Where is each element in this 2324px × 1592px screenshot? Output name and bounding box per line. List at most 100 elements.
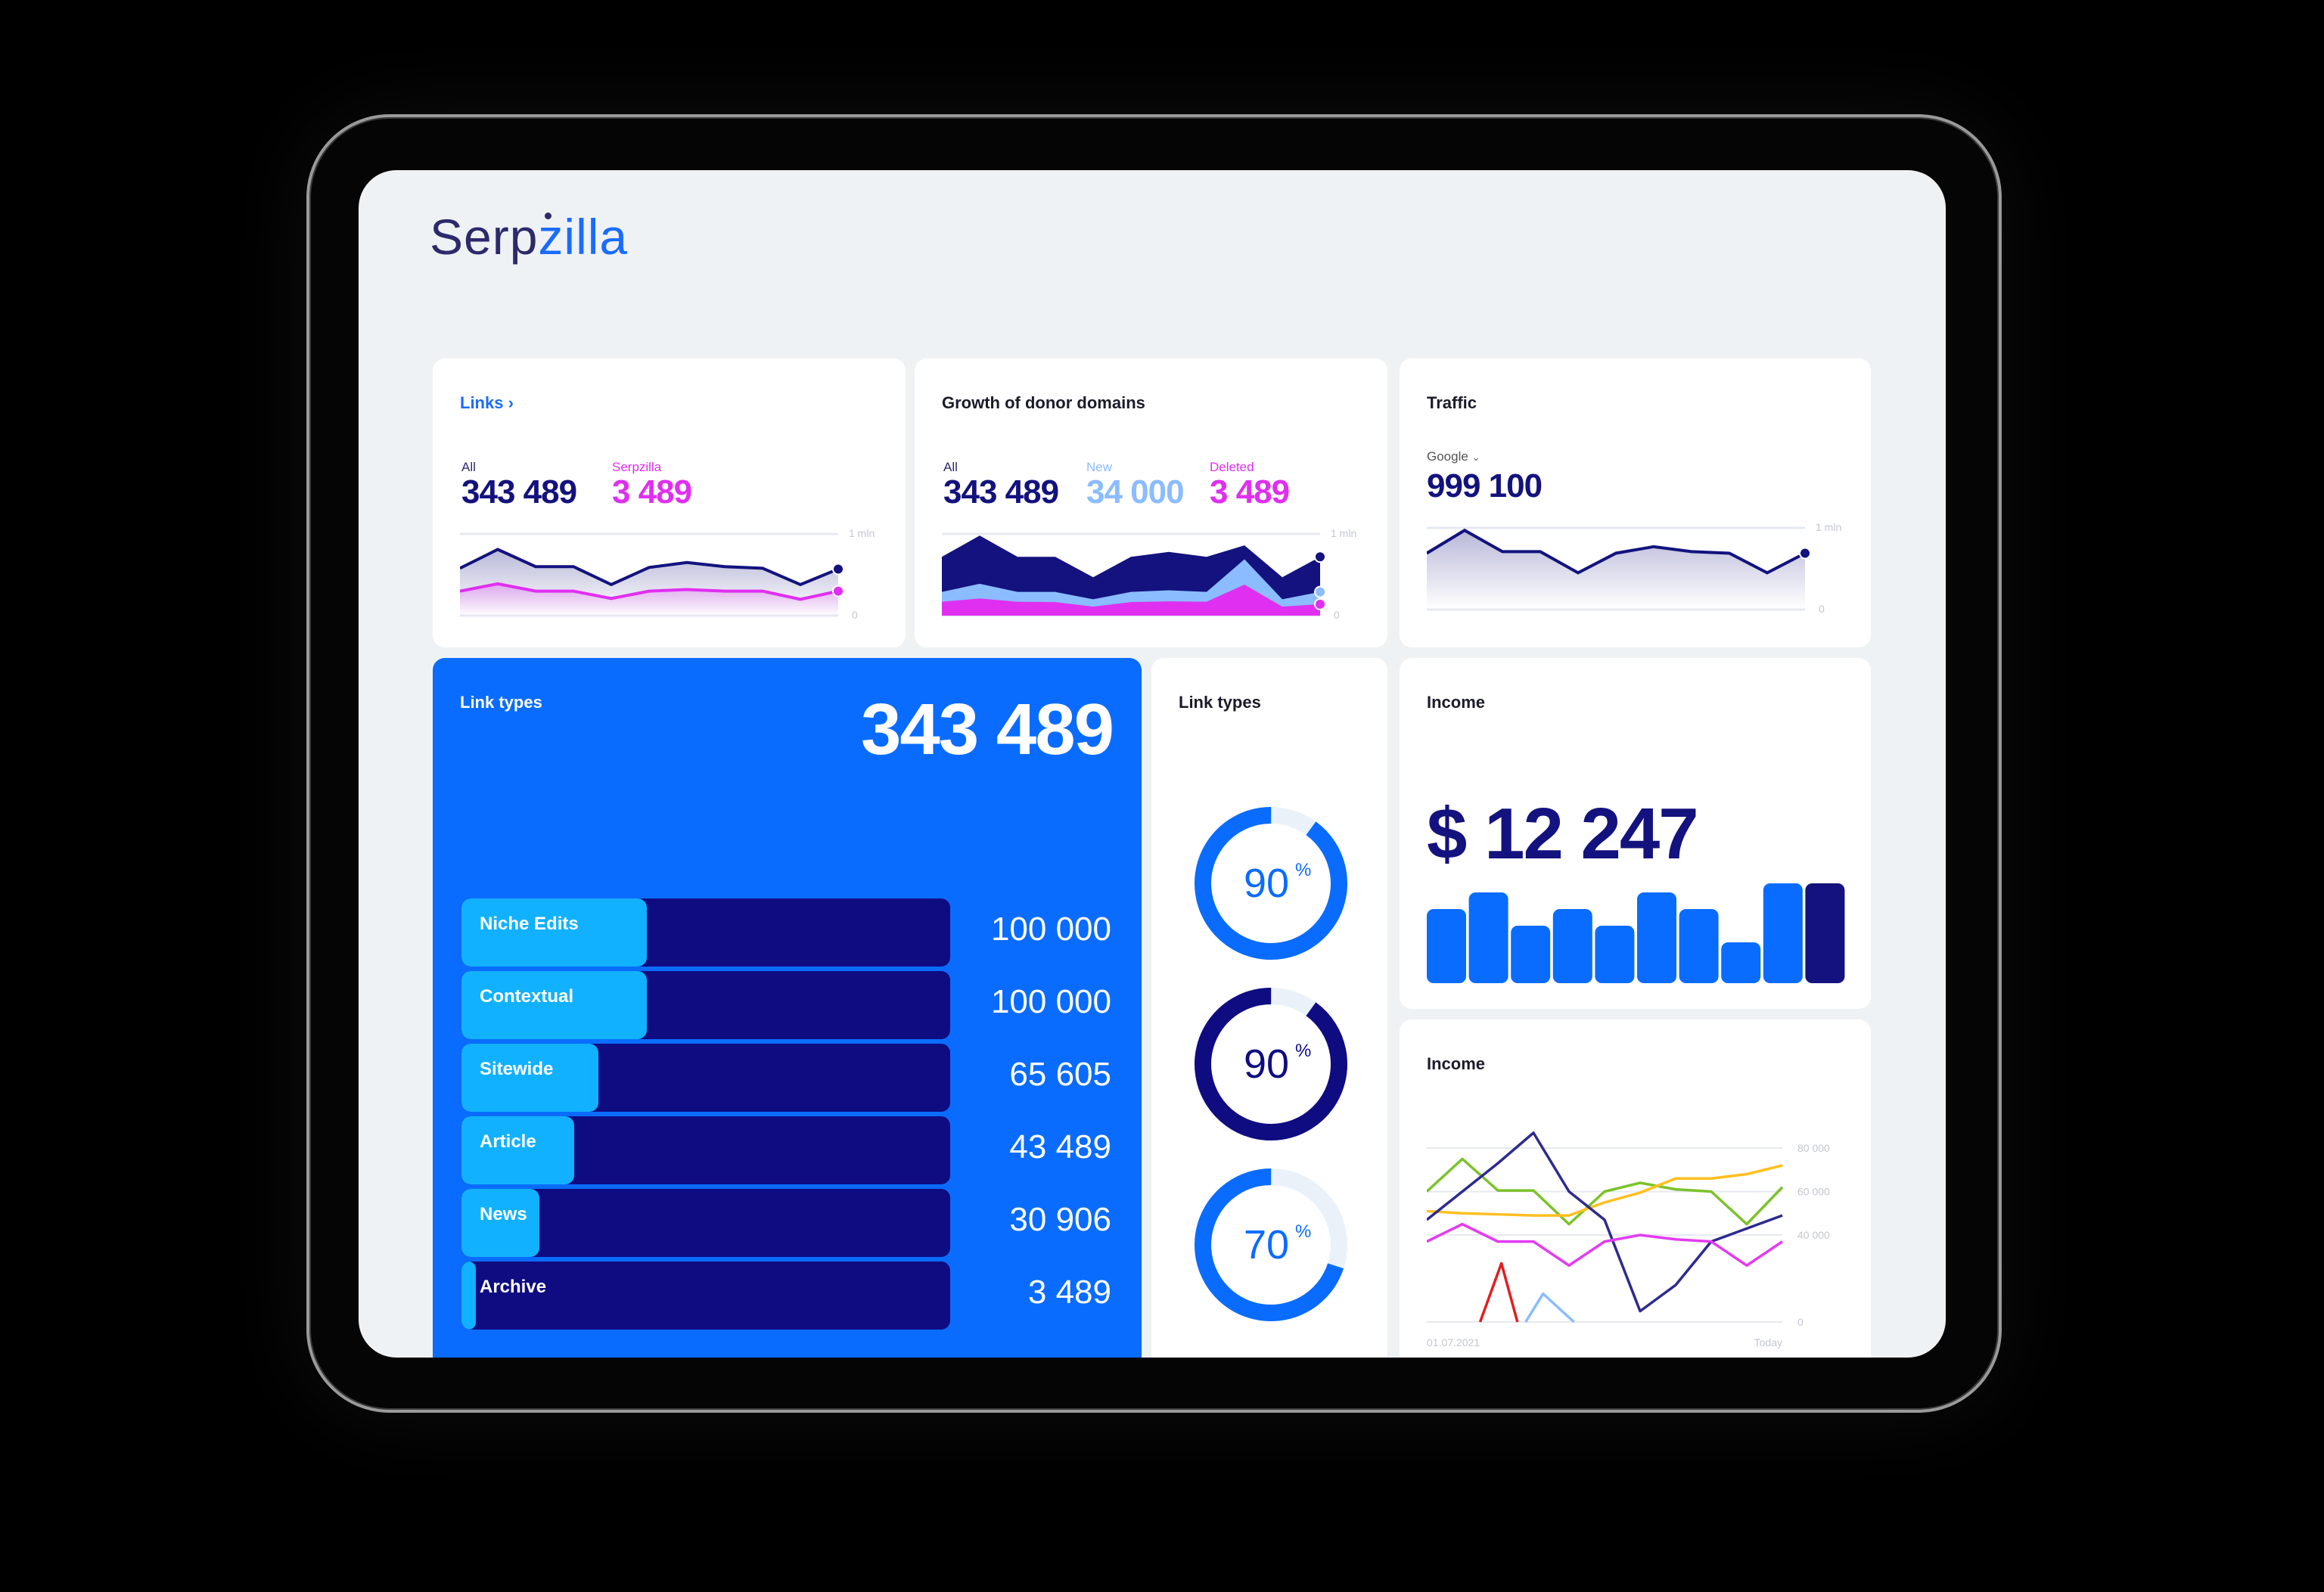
traffic-title: Traffic (1427, 393, 1477, 412)
link-type-label: Sitewide (480, 1059, 554, 1079)
income-lines-card: Income 0 40 000 60 000 80 000 01.07.2021 Toda… (1400, 1019, 1871, 1358)
axis-top-label: 1 mln (1331, 527, 1356, 539)
income-bar[interactable] (1637, 892, 1676, 983)
income-bar[interactable] (1427, 909, 1466, 983)
axis-bottom-label: 0 (1819, 603, 1825, 615)
income-line-chart: 0 40 000 60 000 80 000 01.07.2021 Today (1427, 1131, 1830, 1348)
bar-fill (461, 1116, 574, 1184)
income-bar[interactable] (1763, 883, 1803, 983)
x-start-label: 01.07.2021 (1427, 1336, 1480, 1348)
serpzilla-value: 3 489 (612, 473, 692, 510)
link-types-donut-card: Link types 90% 90% 70% (1151, 658, 1387, 1358)
income-bar[interactable] (1511, 926, 1551, 983)
end-point-deleted[interactable] (1314, 597, 1326, 610)
end-point-all[interactable] (832, 563, 844, 576)
x-end-label: Today (1754, 1336, 1782, 1348)
y-tick-label: 80 000 (1797, 1142, 1830, 1154)
link-type-value: 100 000 (990, 983, 1111, 1020)
income-title: Income (1427, 693, 1486, 712)
donut-unit: % (1295, 1041, 1311, 1061)
link-type-label: Niche Edits (480, 914, 579, 934)
link-type-value: 3 489 (1027, 1274, 1111, 1311)
income-series-line (1524, 1292, 1575, 1324)
income-series-line (1427, 1157, 1784, 1226)
y-tick-label: 40 000 (1797, 1229, 1830, 1241)
link-type-bar-contextual[interactable]: Contextual (461, 971, 950, 1039)
end-point-new[interactable] (1314, 585, 1326, 598)
deleted-value: 3 489 (1210, 473, 1290, 510)
link-type-bar-niche-edits[interactable]: Niche Edits (461, 898, 950, 967)
bar-fill (461, 1044, 598, 1112)
new-label: New (1086, 460, 1113, 474)
income-series-line (1427, 1164, 1783, 1217)
donut-value: 70 (1244, 1222, 1289, 1268)
bar-fill (461, 1261, 477, 1330)
traffic-value: 999 100 (1427, 467, 1543, 504)
y-tick-label: 60 000 (1797, 1186, 1830, 1198)
link-type-label: Article (480, 1131, 536, 1152)
link-types-donut-title: Link types (1179, 693, 1261, 712)
income-value: $ 12 247 (1427, 793, 1699, 874)
links-sparkline-chart: 1 mln 0 (460, 527, 875, 621)
axis-bottom-label: 0 (852, 609, 858, 621)
donor-stacked-area-chart: 1 mln 0 (942, 527, 1356, 621)
income-series-line (1427, 1131, 1783, 1313)
link-types-total: 343 489 (860, 689, 1114, 770)
income-bar[interactable] (1552, 909, 1592, 983)
income-bar-chart (1427, 883, 1845, 983)
link-type-label: Contextual (480, 986, 574, 1007)
link-type-bar-news[interactable]: News (461, 1189, 950, 1257)
link-types-card: Link types 343 489 Niche Edits 100 000 Con… (433, 658, 1142, 1358)
line-google (1427, 528, 1806, 575)
logo-dot-icon (545, 213, 551, 219)
donut-value: 90 (1244, 1041, 1289, 1087)
income-bar[interactable] (1679, 909, 1719, 983)
income-bar[interactable] (1805, 883, 1845, 983)
all-value: 343 489 (943, 473, 1059, 510)
donut-chart: 70% (1195, 1168, 1347, 1321)
link-type-value: 30 906 (1009, 1201, 1111, 1238)
link-type-value: 43 489 (1009, 1128, 1111, 1165)
link-type-bar-sitewide[interactable]: Sitewide (461, 1044, 950, 1112)
link-type-value: 100 000 (990, 911, 1111, 948)
end-point-serpzilla[interactable] (832, 585, 844, 597)
link-type-value: 65 605 (1009, 1056, 1111, 1093)
income-bar[interactable] (1468, 892, 1508, 983)
income-bar[interactable] (1721, 942, 1761, 983)
donor-domains-title: Growth of donor domains (942, 393, 1145, 412)
donut-unit: % (1295, 860, 1311, 880)
dashboard-screen: Serpzilla Links › All 343 489 Serpzilla … (359, 170, 1946, 1358)
link-type-label: News (480, 1204, 527, 1224)
bar-fill (461, 971, 648, 1039)
end-point-all[interactable] (1314, 551, 1326, 563)
links-link[interactable]: Links › (460, 393, 514, 412)
link-type-bar-article[interactable]: Article (461, 1116, 950, 1184)
chevron-down-icon: ⌄ (1471, 452, 1480, 463)
link-type-label: Archive (480, 1277, 547, 1297)
axis-top-label: 1 mln (1816, 521, 1841, 533)
income-series-line (1427, 1222, 1783, 1267)
donut-value: 90 (1244, 861, 1289, 906)
all-label: All (943, 460, 958, 474)
deleted-label: Deleted (1210, 460, 1254, 474)
line-all (460, 548, 839, 587)
income-lines-title: Income (1427, 1054, 1486, 1073)
chevron-right-icon: › (508, 393, 514, 412)
area-google (1427, 530, 1805, 610)
bar-fill (461, 1189, 540, 1257)
link-type-bar-archive[interactable]: Archive (461, 1261, 950, 1330)
income-bar[interactable] (1595, 926, 1635, 983)
end-point-google[interactable] (1799, 547, 1811, 560)
donut-chart: 90% (1195, 988, 1347, 1141)
donut-chart: 90% (1195, 807, 1347, 960)
traffic-source-select[interactable]: Google ⌄ (1427, 449, 1480, 464)
all-value: 343 489 (461, 473, 577, 510)
serpzilla-label: Serpzilla (612, 460, 662, 474)
traffic-sparkline-chart: 1 mln 0 (1427, 521, 1841, 615)
area-deleted (942, 584, 1320, 616)
y-tick-label: 0 (1797, 1316, 1804, 1328)
serpzilla-logo[interactable]: Serpzilla (430, 209, 629, 265)
axis-bottom-label: 0 (1334, 609, 1340, 621)
bar-fill (461, 898, 648, 967)
line-serpzilla (460, 582, 839, 601)
